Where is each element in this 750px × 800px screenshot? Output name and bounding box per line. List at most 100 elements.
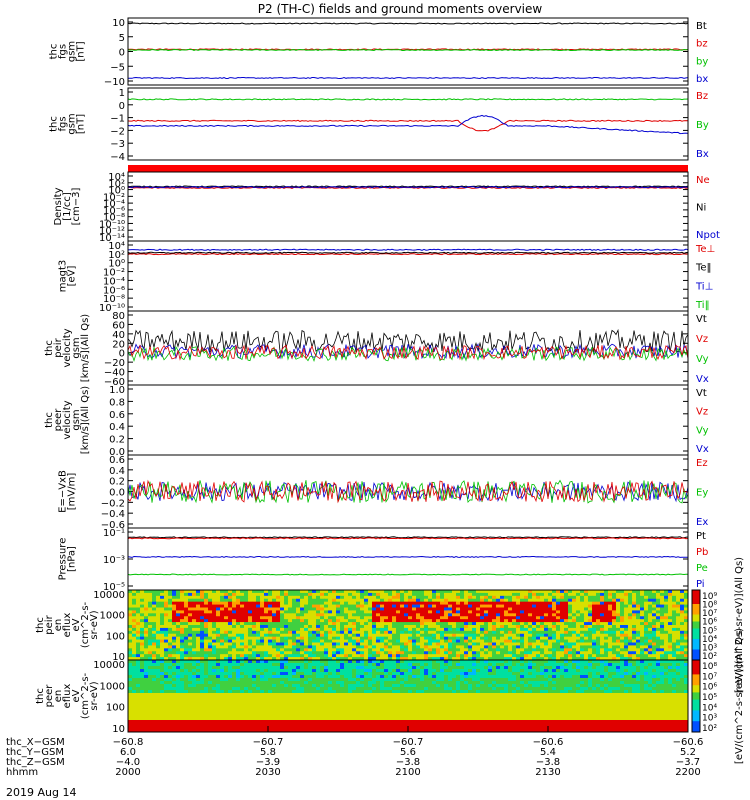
spec-cell	[552, 639, 557, 643]
spec-cell	[168, 590, 173, 594]
spec-cell	[360, 645, 365, 649]
spec-cell	[176, 625, 181, 629]
spec-cell	[588, 663, 593, 667]
spec-cell	[572, 639, 577, 643]
spec-cell	[636, 595, 641, 600]
spec-cell	[240, 639, 245, 643]
spec-cell	[196, 598, 201, 603]
spec-cell	[204, 595, 209, 600]
spec-cell	[188, 630, 193, 635]
spec-cell	[364, 601, 369, 605]
spec-cell	[632, 610, 637, 614]
spec-cell	[400, 598, 405, 603]
spec-cell	[476, 645, 481, 649]
spec-cell	[488, 660, 493, 664]
spec-cell	[196, 616, 201, 620]
spec-cell	[172, 672, 177, 676]
spec-cell	[568, 645, 573, 649]
spec-cell	[496, 622, 501, 626]
spec-cell	[496, 633, 501, 638]
spec-cell	[568, 610, 573, 614]
spec-cell	[588, 654, 593, 658]
spec-cell	[592, 604, 597, 608]
spec-cell	[408, 675, 413, 679]
spec-cell	[220, 610, 225, 614]
spec-cell	[444, 613, 449, 617]
y-tick-label: 0.4	[109, 466, 125, 477]
spec-cell	[288, 651, 293, 655]
spec-cell	[484, 651, 489, 655]
spec-cell	[448, 625, 453, 629]
spec-cell	[684, 630, 689, 635]
spec-cell	[188, 654, 193, 658]
spec-cell	[420, 610, 425, 614]
spec-cell	[672, 654, 677, 658]
spec-cell	[332, 657, 337, 661]
spec-cell	[460, 595, 465, 600]
spec-cell	[304, 610, 309, 614]
spec-cell	[260, 627, 265, 632]
spec-cell	[580, 678, 585, 682]
spec-cell	[192, 607, 197, 611]
spec-cell	[180, 595, 185, 600]
spec-cell	[248, 639, 253, 643]
series-Vx	[127, 342, 689, 360]
spec-cell	[508, 613, 513, 617]
spec-cell	[228, 675, 233, 679]
spec-cell	[620, 633, 625, 638]
spec-cell	[176, 633, 181, 638]
spec-cell	[472, 622, 477, 626]
spec-cell	[564, 625, 569, 629]
spec-cell	[476, 657, 481, 661]
spec-cell	[400, 669, 405, 673]
spec-cell	[384, 657, 389, 661]
spec-cell	[468, 654, 473, 658]
spec-cell	[628, 595, 633, 600]
spec-cell	[184, 654, 189, 658]
spec-cell	[648, 607, 653, 611]
spec-cell	[396, 663, 401, 667]
spec-cell	[644, 645, 649, 649]
spec-cell	[336, 616, 341, 620]
spec-cell	[628, 684, 633, 688]
spec-cell	[596, 619, 601, 623]
spec-cell	[388, 657, 393, 661]
spec-cell	[524, 636, 529, 640]
spec-cell	[384, 645, 389, 649]
spec-cell	[128, 681, 133, 685]
spec-cell	[432, 601, 437, 605]
spec-cell	[488, 590, 493, 594]
spec-cell	[604, 622, 609, 626]
ylabel-line: (cm^2-s-	[80, 672, 91, 719]
spec-cell	[468, 681, 473, 685]
spec-cell	[452, 681, 457, 685]
spec-cell	[596, 590, 601, 594]
spec-cell	[608, 607, 613, 611]
spec-cell	[208, 687, 213, 691]
spec-cell	[164, 633, 169, 638]
spec-cell	[488, 657, 493, 661]
spec-cell	[448, 648, 453, 652]
spec-cell	[284, 648, 289, 652]
spec-cell	[612, 675, 617, 679]
spec-cell	[448, 681, 453, 685]
spec-cell	[544, 595, 549, 600]
spec-cell	[220, 590, 225, 594]
spec-cell	[588, 625, 593, 629]
spec-cell	[408, 625, 413, 629]
spec-cell	[256, 645, 261, 649]
spec-cell	[520, 648, 525, 652]
spec-cell	[604, 681, 609, 685]
spec-cell	[184, 607, 189, 611]
spec-cell	[632, 622, 637, 626]
spec-cell	[412, 666, 417, 670]
spec-cell	[152, 610, 157, 614]
spec-cell	[344, 645, 349, 649]
spec-cell	[192, 666, 197, 670]
spec-cell	[512, 645, 517, 649]
spec-cell	[156, 598, 161, 603]
spec-cell	[224, 633, 229, 638]
spec-cell	[240, 687, 245, 691]
spec-cell	[168, 598, 173, 603]
spec-cell	[472, 639, 477, 643]
